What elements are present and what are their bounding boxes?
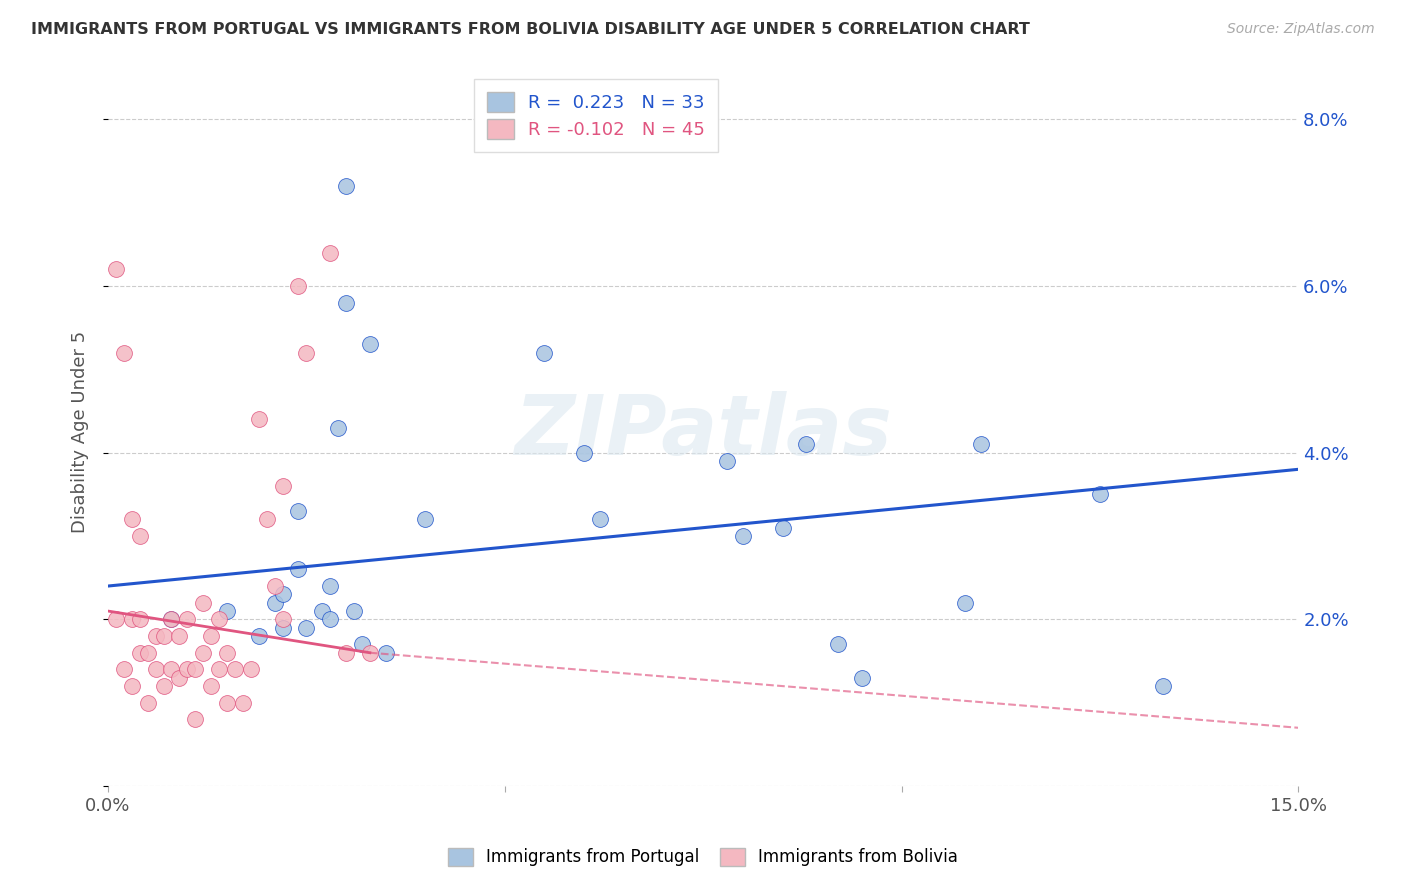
Point: [128, 612, 150, 626]
Point: [319, 579, 342, 593]
Text: ZIPatlas: ZIPatlas: [515, 392, 891, 472]
Point: [145, 662, 167, 676]
Point: [145, 629, 167, 643]
Point: [335, 295, 357, 310]
Point: [160, 612, 183, 626]
Point: [1152, 679, 1174, 693]
Point: [121, 612, 143, 626]
Point: [112, 662, 135, 676]
Point: [104, 612, 127, 626]
Point: [772, 521, 794, 535]
Point: [851, 671, 873, 685]
Point: [970, 437, 993, 451]
Point: [215, 646, 238, 660]
Point: [287, 504, 309, 518]
Point: [169, 629, 191, 643]
Legend: R =  0.223   N = 33, R = -0.102   N = 45: R = 0.223 N = 33, R = -0.102 N = 45: [474, 79, 718, 152]
Legend: Immigrants from Portugal, Immigrants from Bolivia: Immigrants from Portugal, Immigrants fro…: [440, 839, 966, 875]
Point: [263, 596, 285, 610]
Point: [271, 612, 294, 626]
Point: [208, 612, 231, 626]
Point: [247, 412, 270, 426]
Point: [271, 587, 294, 601]
Point: [359, 337, 381, 351]
Text: IMMIGRANTS FROM PORTUGAL VS IMMIGRANTS FROM BOLIVIA DISABILITY AGE UNDER 5 CORRE: IMMIGRANTS FROM PORTUGAL VS IMMIGRANTS F…: [31, 22, 1029, 37]
Point: [533, 345, 555, 359]
Point: [319, 612, 342, 626]
Point: [343, 604, 366, 618]
Point: [208, 662, 231, 676]
Point: [193, 646, 215, 660]
Point: [271, 479, 294, 493]
Point: [169, 671, 191, 685]
Point: [295, 345, 318, 359]
Point: [104, 262, 127, 277]
Point: [335, 178, 357, 193]
Point: [731, 529, 754, 543]
Point: [827, 637, 849, 651]
Point: [232, 696, 254, 710]
Point: [287, 562, 309, 576]
Point: [215, 696, 238, 710]
Point: [295, 621, 318, 635]
Point: [319, 245, 342, 260]
Point: [311, 604, 333, 618]
Y-axis label: Disability Age Under 5: Disability Age Under 5: [72, 331, 89, 533]
Point: [263, 579, 285, 593]
Point: [184, 662, 207, 676]
Point: [152, 679, 174, 693]
Point: [326, 420, 349, 434]
Point: [374, 646, 396, 660]
Point: [136, 696, 159, 710]
Point: [128, 529, 150, 543]
Text: Source: ZipAtlas.com: Source: ZipAtlas.com: [1227, 22, 1375, 37]
Point: [716, 454, 738, 468]
Point: [589, 512, 612, 526]
Point: [247, 629, 270, 643]
Point: [176, 662, 198, 676]
Point: [415, 512, 437, 526]
Point: [200, 679, 222, 693]
Point: [128, 646, 150, 660]
Point: [335, 646, 357, 660]
Point: [572, 445, 595, 459]
Point: [112, 345, 135, 359]
Point: [136, 646, 159, 660]
Point: [271, 621, 294, 635]
Point: [152, 629, 174, 643]
Point: [160, 612, 183, 626]
Point: [121, 512, 143, 526]
Point: [160, 662, 183, 676]
Point: [215, 604, 238, 618]
Point: [287, 278, 309, 293]
Point: [224, 662, 246, 676]
Point: [176, 612, 198, 626]
Point: [953, 596, 976, 610]
Point: [121, 679, 143, 693]
Point: [794, 437, 817, 451]
Point: [359, 646, 381, 660]
Point: [350, 637, 373, 651]
Point: [184, 713, 207, 727]
Point: [1088, 487, 1111, 501]
Point: [239, 662, 262, 676]
Point: [193, 596, 215, 610]
Point: [256, 512, 278, 526]
Point: [200, 629, 222, 643]
